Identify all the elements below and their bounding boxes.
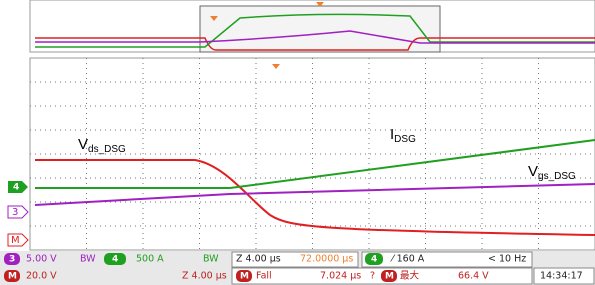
status-text: 最大 xyxy=(400,270,420,282)
channel-marker: M xyxy=(11,235,20,246)
status-text: M xyxy=(385,272,394,282)
status-text: M xyxy=(8,272,17,282)
zoom-window xyxy=(200,6,440,52)
status-text: 66.4 V xyxy=(458,271,489,282)
status-text: 7.024 µs xyxy=(320,271,361,282)
status-text: 500 A xyxy=(136,254,164,265)
status-text: Fall xyxy=(256,271,272,282)
status-text: Z 4.00 µs xyxy=(236,254,281,265)
status-text: 4 xyxy=(112,255,118,265)
status-text: ? xyxy=(370,271,375,282)
status-bar: 3 5.00 V BW 4 500 A BW Z 4.00 µs 72.0000… xyxy=(0,251,595,285)
channel-marker: 4 xyxy=(13,183,19,193)
status-text: < 10 Hz xyxy=(488,254,526,265)
status-text: 4 xyxy=(371,255,377,265)
status-text: 3 xyxy=(9,255,15,265)
status-text: BW xyxy=(203,254,219,265)
status-text: ⁄ 160 A xyxy=(390,254,425,265)
scope-screen: Vds_DSG IDSG Vgs_DSG 4 3 M 3 5.00 V BW 4… xyxy=(0,0,595,285)
status-text: 5.00 V xyxy=(26,254,57,265)
status-text: 72.0000 µs xyxy=(300,254,353,265)
status-text: 20.0 V xyxy=(26,271,57,282)
status-text: BW xyxy=(80,254,96,265)
status-text: Z 4.00 µs xyxy=(182,271,227,282)
channel-marker: 3 xyxy=(12,207,18,218)
status-text: M xyxy=(240,272,249,282)
status-text: 14:34:17 xyxy=(540,271,583,282)
overview xyxy=(30,0,595,52)
